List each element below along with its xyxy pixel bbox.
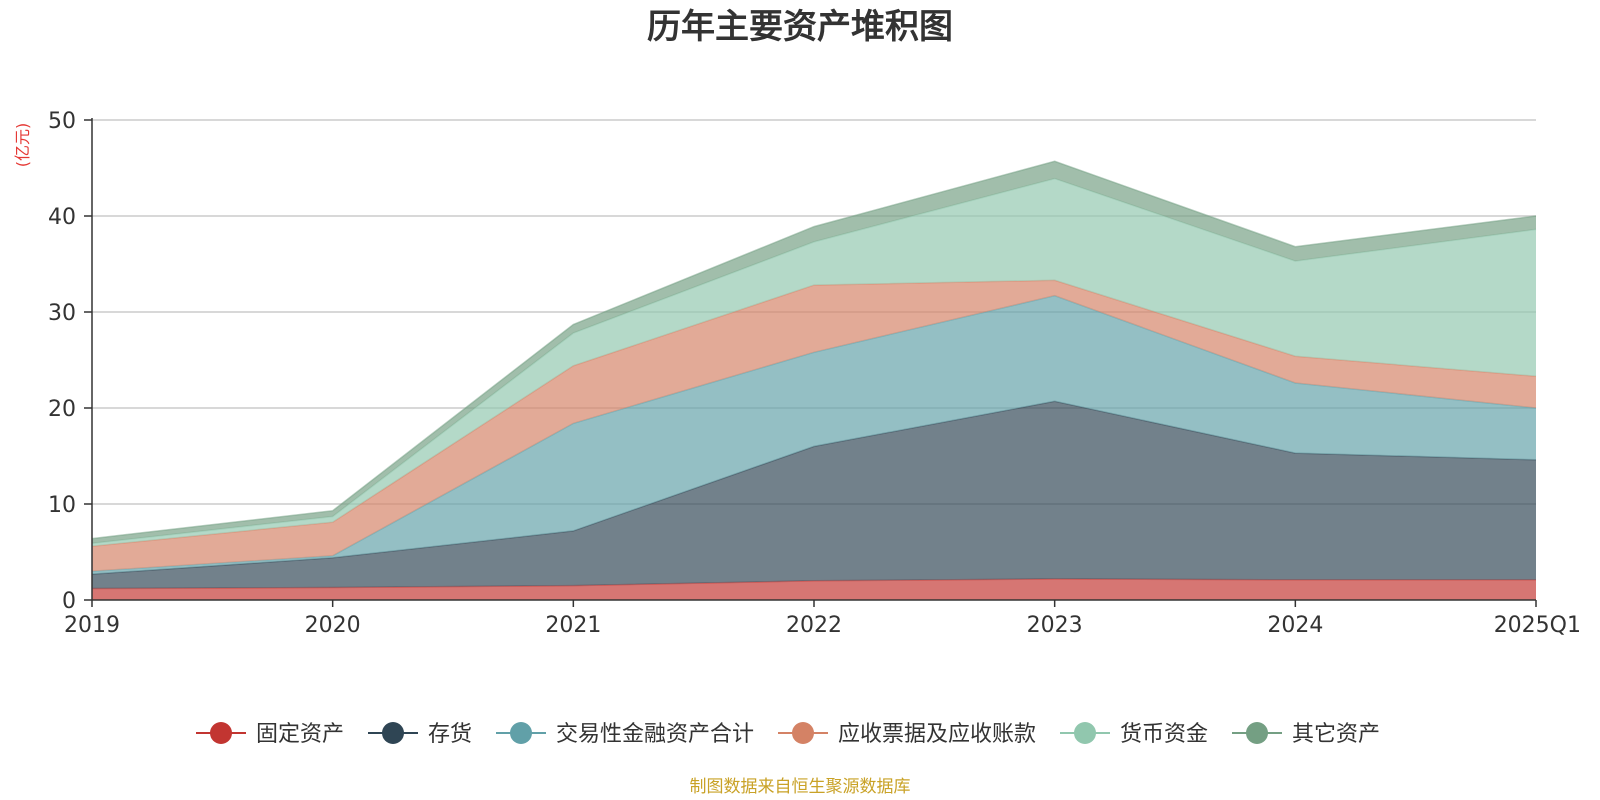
area-series-2 [92,295,1536,575]
legend-item-5[interactable]: 其它资产 [1232,722,1380,747]
legend-marker [510,722,532,744]
y-tick-label: 10 [48,493,76,518]
series-areas [91,160,1537,600]
y-tick-label: 0 [62,589,76,614]
legend-marker [382,722,404,744]
x-tick-label: 2020 [305,613,361,638]
legend-label: 存货 [428,722,472,747]
area-series-4 [92,178,1536,547]
y-axis-unit-label: (亿元) [13,123,32,168]
area-series-5 [92,161,1536,544]
y-tick-label: 30 [48,301,76,326]
area-series-edge-5 [91,160,1537,540]
y-tick-label: 20 [48,397,76,422]
area-series-3 [92,280,1536,572]
x-tick-label: 2023 [1027,613,1083,638]
legend: 固定资产 存货 交易性金融资产合计 应收票据及应收账款 货币资金 其它资产 [196,722,1380,747]
x-tick-label: 2025Q1 [1494,613,1581,638]
legend-item-2[interactable]: 交易性金融资产合计 [496,722,754,747]
legend-item-4[interactable]: 货币资金 [1060,722,1208,747]
source-note: 制图数据来自恒生聚源数据库 [690,777,911,797]
legend-marker [210,722,232,744]
legend-label: 固定资产 [256,722,344,747]
area-series-1 [92,401,1536,589]
x-tick-label: 2024 [1267,613,1323,638]
x-tick-label: 2022 [786,613,842,638]
legend-item-1[interactable]: 存货 [368,722,472,747]
legend-label: 货币资金 [1120,722,1208,747]
axes: 0 10 20 30 40 50 2019 2020 2021 2022 2023 2024 2025Q… [48,109,1581,638]
legend-item-0[interactable]: 固定资产 [196,722,344,747]
legend-marker [1074,722,1096,744]
y-tick-label: 50 [48,109,76,134]
legend-label: 交易性金融资产合计 [556,722,754,747]
legend-label: 其它资产 [1292,722,1380,747]
legend-marker [1246,722,1268,744]
area-series-0 [92,578,1536,600]
legend-label: 应收票据及应收账款 [838,722,1036,747]
chart-title: 历年主要资产堆积图 [647,7,953,47]
legend-item-3[interactable]: 应收票据及应收账款 [778,722,1036,747]
y-tick-label: 40 [48,205,76,230]
x-tick-label: 2019 [64,613,120,638]
x-tick-label: 2021 [545,613,601,638]
legend-marker [792,722,814,744]
